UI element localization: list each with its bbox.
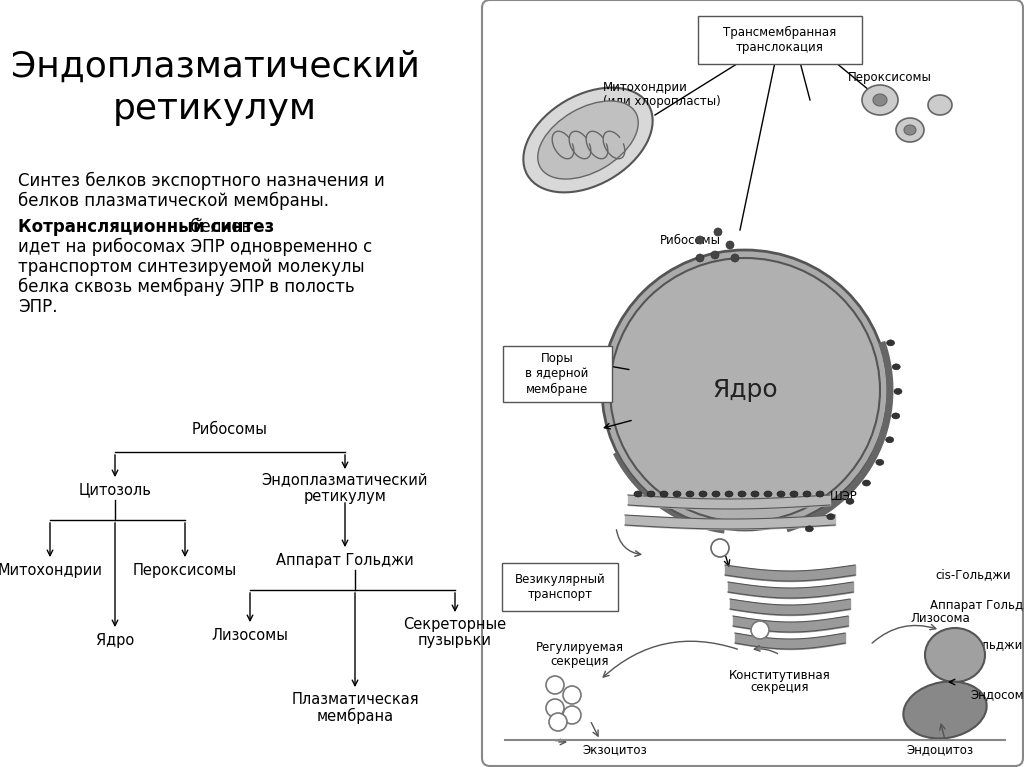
Ellipse shape bbox=[892, 364, 900, 370]
Ellipse shape bbox=[660, 491, 668, 497]
Text: Котрансляционный синтез: Котрансляционный синтез bbox=[18, 218, 274, 236]
Text: Регулируемая: Регулируемая bbox=[536, 641, 624, 654]
Circle shape bbox=[546, 676, 564, 694]
Ellipse shape bbox=[696, 236, 705, 244]
Text: ШЭР: ШЭР bbox=[830, 491, 858, 503]
Ellipse shape bbox=[894, 388, 902, 394]
Circle shape bbox=[751, 621, 769, 639]
Text: идет на рибосомах ЭПР одновременно с: идет на рибосомах ЭПР одновременно с bbox=[18, 238, 373, 256]
Ellipse shape bbox=[764, 491, 772, 497]
Ellipse shape bbox=[696, 254, 705, 262]
Ellipse shape bbox=[712, 491, 720, 497]
Text: Эндосома: Эндосома bbox=[970, 689, 1024, 702]
Ellipse shape bbox=[873, 94, 887, 106]
Ellipse shape bbox=[903, 681, 987, 739]
Text: Митохондрии: Митохондрии bbox=[603, 81, 688, 94]
Ellipse shape bbox=[634, 491, 642, 497]
Ellipse shape bbox=[862, 480, 870, 486]
Ellipse shape bbox=[647, 491, 655, 497]
Text: Лизосома: Лизосома bbox=[910, 611, 970, 624]
Ellipse shape bbox=[673, 491, 681, 497]
Circle shape bbox=[546, 699, 564, 717]
Ellipse shape bbox=[777, 491, 785, 497]
Ellipse shape bbox=[602, 250, 888, 530]
Text: транспортом синтезируемой молекулы: транспортом синтезируемой молекулы bbox=[18, 258, 365, 276]
Text: Рибосомы: Рибосомы bbox=[660, 233, 721, 246]
Ellipse shape bbox=[726, 241, 734, 249]
Text: Поры
в ядерной
мембране: Поры в ядерной мембране bbox=[525, 353, 589, 396]
Ellipse shape bbox=[816, 491, 824, 497]
Ellipse shape bbox=[790, 491, 798, 497]
Ellipse shape bbox=[731, 254, 739, 262]
Ellipse shape bbox=[738, 491, 746, 497]
Text: секреция: секреция bbox=[551, 654, 609, 667]
Text: Аппарат Гольджи: Аппарат Гольджи bbox=[276, 552, 414, 568]
Text: ретикулум: ретикулум bbox=[303, 489, 386, 503]
Ellipse shape bbox=[886, 436, 894, 443]
Ellipse shape bbox=[610, 258, 880, 522]
Circle shape bbox=[711, 539, 729, 557]
Text: Аппарат Гольджи: Аппарат Гольджи bbox=[930, 598, 1024, 611]
Text: Эндоплазматический: Эндоплазматический bbox=[262, 472, 428, 488]
Text: Рибосомы: Рибосомы bbox=[193, 423, 268, 437]
Ellipse shape bbox=[714, 228, 722, 236]
Ellipse shape bbox=[904, 125, 916, 135]
Text: секреция: секреция bbox=[751, 682, 809, 694]
FancyBboxPatch shape bbox=[503, 346, 612, 402]
Ellipse shape bbox=[538, 101, 638, 179]
Text: Секреторные: Секреторные bbox=[403, 617, 507, 633]
Text: мембрана: мембрана bbox=[316, 708, 393, 724]
Text: Плазматическая: Плазматическая bbox=[291, 693, 419, 707]
Ellipse shape bbox=[876, 459, 884, 466]
Ellipse shape bbox=[896, 118, 924, 142]
Text: Конститутивная: Конститутивная bbox=[729, 669, 830, 682]
Text: (или хлоропласты): (или хлоропласты) bbox=[603, 96, 721, 108]
Text: trans-Гольджи: trans-Гольджи bbox=[933, 638, 1023, 651]
Text: Пероксисомы: Пероксисомы bbox=[848, 71, 932, 84]
FancyBboxPatch shape bbox=[502, 563, 618, 611]
Ellipse shape bbox=[803, 491, 811, 497]
Circle shape bbox=[563, 706, 581, 724]
Text: белков –: белков – bbox=[185, 218, 265, 236]
Text: белков плазматической мембраны.: белков плазматической мембраны. bbox=[18, 192, 329, 210]
Text: ретикулум: ретикулум bbox=[113, 92, 317, 126]
Ellipse shape bbox=[699, 491, 707, 497]
Text: Трансмембранная
транслокация: Трансмембранная транслокация bbox=[723, 26, 837, 54]
Ellipse shape bbox=[846, 499, 854, 505]
Text: белка сквозь мембрану ЭПР в полость: белка сквозь мембрану ЭПР в полость bbox=[18, 278, 354, 296]
Ellipse shape bbox=[725, 491, 733, 497]
Text: Экзоцитоз: Экзоцитоз bbox=[583, 743, 647, 756]
Text: ЭПР.: ЭПР. bbox=[18, 298, 57, 316]
Text: cis-Гольджи: cis-Гольджи bbox=[935, 568, 1011, 581]
Text: Лизосомы: Лизосомы bbox=[212, 627, 289, 643]
Circle shape bbox=[563, 686, 581, 704]
Ellipse shape bbox=[928, 95, 952, 115]
FancyBboxPatch shape bbox=[482, 0, 1023, 766]
Ellipse shape bbox=[686, 491, 694, 497]
Ellipse shape bbox=[892, 413, 900, 419]
Ellipse shape bbox=[751, 491, 759, 497]
Circle shape bbox=[549, 713, 567, 731]
Text: Эндоплазматический: Эндоплазматический bbox=[10, 50, 420, 84]
Ellipse shape bbox=[826, 514, 835, 520]
Ellipse shape bbox=[925, 628, 985, 682]
Text: пузырьки: пузырьки bbox=[418, 634, 492, 649]
Text: Синтез белков экспортного назначения и: Синтез белков экспортного назначения и bbox=[18, 172, 385, 190]
Ellipse shape bbox=[862, 85, 898, 115]
Ellipse shape bbox=[523, 87, 652, 193]
Ellipse shape bbox=[711, 251, 719, 259]
Text: Ядро: Ядро bbox=[712, 378, 778, 402]
Ellipse shape bbox=[805, 526, 813, 532]
Text: Ядро: Ядро bbox=[96, 633, 134, 647]
Text: Митохондрии: Митохондрии bbox=[0, 562, 102, 578]
Ellipse shape bbox=[887, 340, 895, 346]
FancyBboxPatch shape bbox=[698, 16, 862, 64]
Text: Цитозоль: Цитозоль bbox=[79, 482, 152, 498]
Text: Везикулярный
транспорт: Везикулярный транспорт bbox=[515, 573, 605, 601]
Text: Пероксисомы: Пероксисомы bbox=[133, 562, 238, 578]
Text: Эндоцитоз: Эндоцитоз bbox=[906, 743, 974, 756]
